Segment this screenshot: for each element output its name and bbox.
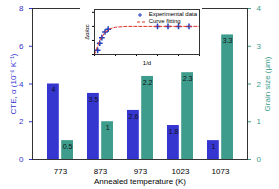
svg-text:2: 2 (257, 80, 262, 89)
svg-text:873: 873 (94, 167, 108, 176)
svg-text:3.5: 3.5 (89, 96, 99, 103)
svg-text:0: 0 (257, 155, 262, 164)
svg-text:Annealed temperature (K): Annealed temperature (K) (94, 177, 186, 186)
svg-text:3.3: 3.3 (223, 37, 233, 44)
svg-text:2.3: 2.3 (183, 75, 193, 82)
svg-text:0: 0 (19, 155, 24, 164)
svg-text:1/d: 1/d (143, 60, 151, 66)
svg-text:4: 4 (51, 86, 55, 93)
svg-text:773: 773 (54, 167, 68, 176)
svg-text:1023: 1023 (172, 167, 190, 176)
html-text:Curve fitting: Curve fitting (148, 18, 181, 24)
svg-text:1: 1 (211, 143, 215, 150)
svg-text:2.6: 2.6 (129, 113, 139, 120)
svg-text:CTE, α (10⁻⁶ K⁻¹): CTE, α (10⁻⁶ K⁻¹) (9, 53, 18, 114)
svg-text:2: 2 (19, 117, 24, 126)
svg-text:1: 1 (257, 117, 262, 126)
svg-text:1: 1 (106, 124, 110, 131)
svg-text:Δα/αc: Δα/αc (84, 24, 90, 40)
svg-text:1.8: 1.8 (169, 128, 179, 135)
svg-text:8: 8 (19, 4, 24, 13)
svg-text:3: 3 (257, 42, 262, 51)
svg-text:4: 4 (257, 4, 262, 13)
svg-text:4: 4 (19, 80, 24, 89)
svg-text:2.2: 2.2 (143, 79, 153, 86)
svg-text:6: 6 (19, 42, 24, 51)
svg-text:973: 973 (134, 167, 148, 176)
svg-text:1073: 1073 (212, 167, 230, 176)
svg-text:0.5: 0.5 (63, 143, 73, 150)
svg-text:Grain size (μm): Grain size (μm) (263, 56, 272, 111)
html-text:Experimental data: Experimental data (148, 11, 197, 17)
